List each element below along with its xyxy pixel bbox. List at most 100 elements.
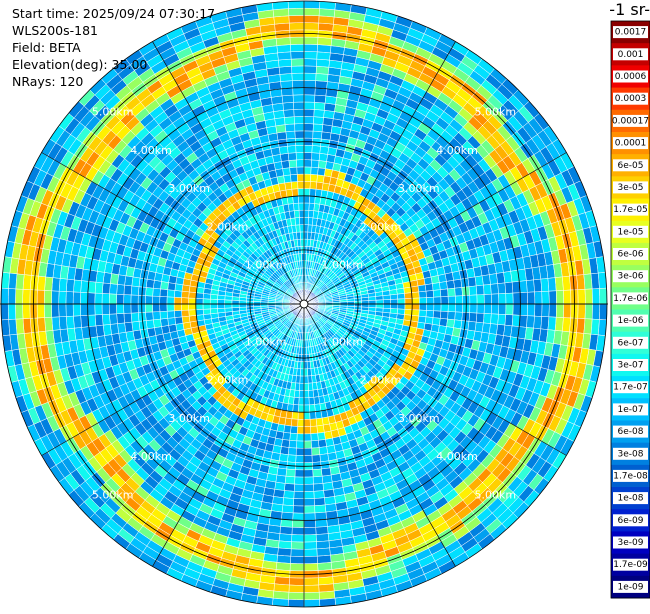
ppi-cell bbox=[278, 59, 291, 67]
ppi-cell bbox=[304, 116, 314, 124]
ppi-cell bbox=[23, 289, 31, 304]
ppi-cell bbox=[181, 304, 188, 310]
ppi-cell bbox=[116, 304, 124, 314]
ppi-cell bbox=[182, 316, 190, 323]
ppi-cell bbox=[484, 294, 492, 304]
ppi-cell bbox=[281, 161, 289, 169]
ppi-cell bbox=[397, 293, 405, 299]
ppi-cell bbox=[88, 281, 96, 293]
ppi-cell bbox=[439, 281, 447, 289]
ppi-cell bbox=[304, 405, 310, 412]
ppi-cell bbox=[520, 304, 528, 316]
ppi-cell bbox=[419, 310, 427, 317]
ppi-cell bbox=[280, 153, 289, 161]
ppi-cell bbox=[293, 506, 304, 514]
ppi-cell bbox=[290, 556, 304, 564]
ppi-cell bbox=[110, 284, 118, 295]
ppi-cell bbox=[45, 317, 53, 331]
ppi-cell bbox=[499, 304, 507, 315]
ppi-cell bbox=[304, 499, 315, 507]
ppi-cell bbox=[292, 412, 298, 420]
ppi-cell bbox=[289, 585, 304, 593]
ppi-cell bbox=[419, 304, 426, 310]
ppi-cell bbox=[52, 278, 60, 292]
ppi-cell bbox=[293, 404, 299, 412]
ppi-cell bbox=[448, 312, 456, 320]
ppi-cell bbox=[304, 434, 311, 441]
ppi-cell bbox=[59, 317, 67, 330]
ppi-cell bbox=[288, 153, 296, 161]
ppi-cell bbox=[304, 59, 317, 67]
ppi-cell bbox=[319, 153, 328, 161]
ppi-cell bbox=[293, 196, 299, 204]
ppi-cell bbox=[283, 432, 291, 440]
ppi-cell bbox=[383, 304, 390, 309]
ppi-cell bbox=[309, 196, 315, 204]
ppi-cell bbox=[468, 321, 476, 331]
ppi-cell bbox=[455, 287, 463, 296]
ppi-cell bbox=[1, 288, 9, 304]
ppi-cell bbox=[563, 290, 571, 304]
ppi-cell bbox=[304, 376, 308, 383]
ppi-cell bbox=[95, 304, 103, 315]
ppi-cell bbox=[433, 311, 441, 319]
ppi-cell bbox=[520, 292, 528, 304]
ppi-cell bbox=[281, 512, 293, 520]
ppi-cell bbox=[287, 455, 296, 463]
ppi-cell bbox=[548, 278, 556, 292]
ppi-cell bbox=[288, 599, 304, 607]
ppi-cell bbox=[37, 304, 45, 318]
ppi-cell bbox=[320, 146, 329, 154]
ppi-cell bbox=[310, 182, 317, 190]
ppi-cell bbox=[145, 304, 152, 312]
ppi-cell bbox=[323, 118, 333, 126]
ppi-cell bbox=[304, 383, 309, 390]
ppi-cell bbox=[294, 484, 304, 492]
ppi-cell bbox=[534, 279, 542, 292]
ppi-cell bbox=[315, 411, 322, 419]
ppi-cell bbox=[317, 555, 331, 563]
ppi-cell bbox=[549, 304, 557, 317]
ppi-cell bbox=[174, 290, 182, 297]
ppi-cell bbox=[311, 440, 319, 448]
ppi-cell bbox=[315, 519, 327, 527]
ppi-cell bbox=[9, 319, 17, 335]
ppi-cell bbox=[295, 477, 304, 485]
ppi-cell bbox=[427, 304, 434, 311]
ppi-cell bbox=[316, 534, 329, 542]
ppi-cell bbox=[297, 434, 304, 441]
ppi-cell bbox=[275, 23, 290, 31]
ppi-cell bbox=[311, 160, 319, 168]
ppi-cell bbox=[321, 468, 331, 476]
ppi-cell bbox=[315, 81, 327, 89]
ppi-cell bbox=[80, 292, 88, 304]
ppi-cell bbox=[316, 526, 328, 534]
ppi-cell bbox=[318, 577, 333, 585]
ppi-cell bbox=[447, 319, 455, 328]
ppi-cell bbox=[304, 210, 309, 217]
ppi-cell bbox=[299, 391, 304, 398]
ppi-cell bbox=[455, 312, 463, 321]
ppi-cell bbox=[304, 152, 312, 159]
ppi-cell bbox=[304, 506, 315, 514]
ppi-cell bbox=[124, 295, 132, 304]
ppi-cell bbox=[278, 52, 292, 60]
ppi-cell bbox=[51, 304, 59, 317]
ppi-cell bbox=[304, 181, 310, 188]
ppi-cell bbox=[293, 513, 304, 521]
ppi-cell bbox=[535, 304, 543, 317]
ppi-cell bbox=[285, 124, 295, 132]
ppi-cell bbox=[519, 281, 527, 293]
ppi-cell bbox=[218, 308, 226, 313]
ppi-cell bbox=[210, 309, 218, 314]
ppi-cell bbox=[102, 314, 110, 325]
ppi-cell bbox=[469, 313, 477, 322]
ppi-cell bbox=[483, 313, 491, 323]
ppi-cell bbox=[189, 315, 197, 322]
ppi-cell bbox=[286, 189, 293, 197]
ppi-cell bbox=[362, 301, 369, 304]
ppi-cell bbox=[290, 174, 297, 182]
ppi-cell bbox=[217, 304, 224, 309]
ppi-cell bbox=[441, 296, 448, 304]
ppi-cell bbox=[311, 433, 319, 441]
